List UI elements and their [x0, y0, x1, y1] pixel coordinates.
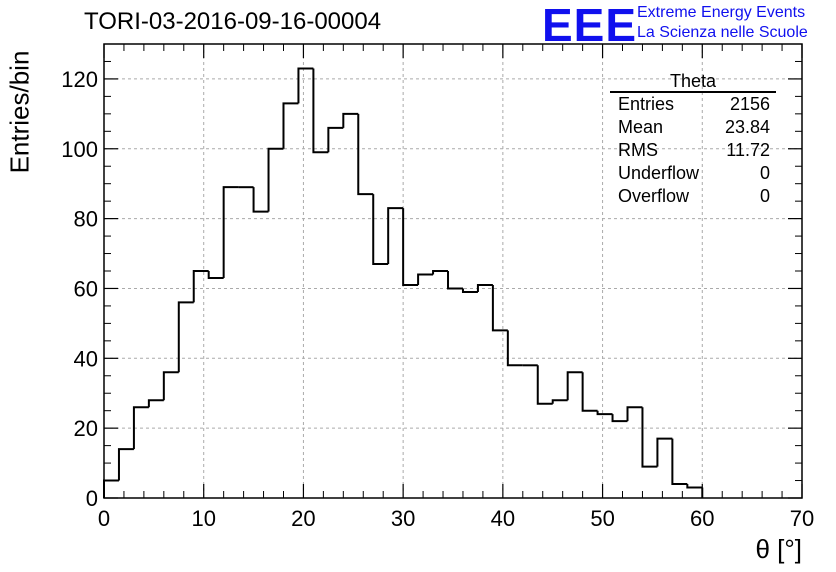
- histogram-bin: [132, 406, 149, 450]
- stats-value: 2156: [729, 94, 770, 114]
- stats-value: 11.72: [726, 140, 770, 160]
- histogram-bin: [327, 126, 344, 153]
- stats-row-underflow: Underflow 0: [610, 162, 776, 185]
- histogram-bin: [536, 365, 553, 405]
- stats-value: 23.84: [724, 117, 770, 137]
- y-tick-label: 40: [74, 346, 98, 371]
- histogram-bin: [581, 372, 598, 412]
- x-tick-label: 10: [191, 506, 215, 531]
- histogram-bin: [447, 271, 463, 290]
- histogram-bin: [147, 399, 164, 408]
- stats-title: Theta: [610, 71, 776, 93]
- histogram-bin: [417, 273, 434, 285]
- x-tick-label: 60: [690, 506, 714, 531]
- histogram-bin: [357, 113, 374, 196]
- histogram-bin: [641, 407, 658, 468]
- histogram-bin: [491, 284, 508, 332]
- x-tick-label: 0: [98, 506, 110, 531]
- logo-caption-line2: La Scienza nelle Scuole: [637, 24, 808, 41]
- stats-row-entries: Entries 2156: [610, 93, 776, 116]
- stats-row-overflow: Overflow 0: [610, 185, 776, 208]
- histogram-bin: [402, 208, 419, 286]
- stats-label: Overflow: [618, 186, 690, 206]
- stats-value: 0: [759, 163, 770, 183]
- histogram-bin: [103, 479, 119, 498]
- y-tick-label: 80: [74, 207, 98, 232]
- histogram-bin: [222, 186, 239, 278]
- histogram-bin: [686, 484, 703, 489]
- histogram-bin: [252, 187, 269, 213]
- y-tick-label: 20: [74, 416, 98, 441]
- x-tick-label: 50: [590, 506, 614, 531]
- histogram-bin: [177, 301, 194, 373]
- histogram-bin: [611, 414, 628, 423]
- histogram-bin: [551, 399, 568, 404]
- stats-label: Mean: [618, 117, 664, 137]
- histogram-bin: [671, 438, 688, 486]
- histogram-bin: [312, 68, 329, 154]
- histogram-bin: [461, 288, 478, 293]
- histogram-bin: [476, 283, 493, 292]
- y-tick-label: 60: [74, 276, 98, 301]
- x-axis-label: θ [°]: [755, 534, 802, 564]
- histogram-bin: [506, 330, 523, 367]
- histogram-bin: [596, 410, 613, 416]
- histogram-bin: [162, 371, 179, 401]
- y-tick-label: 0: [86, 486, 98, 511]
- eee-logo: EEE: [542, 0, 638, 51]
- histogram-bin: [267, 147, 284, 212]
- logo-caption-line1: Extreme Energy Events: [637, 4, 806, 21]
- stats-row-rms: RMS 11.72: [610, 139, 776, 162]
- histogram-bin: [432, 270, 449, 275]
- x-tick-label: 30: [391, 506, 415, 531]
- histogram-bin: [117, 448, 134, 481]
- y-tick-label: 100: [61, 137, 98, 162]
- stats-row-mean: Mean 23.84: [610, 116, 776, 139]
- histogram-bin: [626, 406, 643, 422]
- histogram-bin: [387, 207, 404, 265]
- histogram-bin: [282, 102, 299, 149]
- stats-label: Entries: [618, 94, 675, 114]
- histogram-bin: [207, 271, 224, 279]
- stats-value: 0: [759, 186, 770, 206]
- y-axis-label: Entries/bin: [4, 50, 35, 174]
- x-tick-label: 20: [291, 506, 315, 531]
- logo-caption: Extreme Energy Events La Scienza nelle S…: [637, 3, 808, 43]
- x-tick-label: 70: [790, 506, 814, 531]
- histogram-bin: [372, 194, 389, 266]
- histogram-bin: [192, 270, 209, 303]
- chart-title: TORI-03-2016-09-16-00004: [84, 8, 382, 35]
- stats-label: RMS: [618, 140, 658, 160]
- histogram-bin: [656, 437, 673, 467]
- histogram-bin: [566, 371, 583, 401]
- histogram-bin: [342, 112, 359, 128]
- stats-box: Theta Entries 2156 Mean 23.84 RMS 11.72 …: [610, 71, 776, 208]
- y-tick-label: 120: [61, 67, 98, 92]
- histogram-bin: [297, 67, 314, 104]
- stats-label: Underflow: [618, 163, 700, 183]
- x-tick-label: 40: [491, 506, 515, 531]
